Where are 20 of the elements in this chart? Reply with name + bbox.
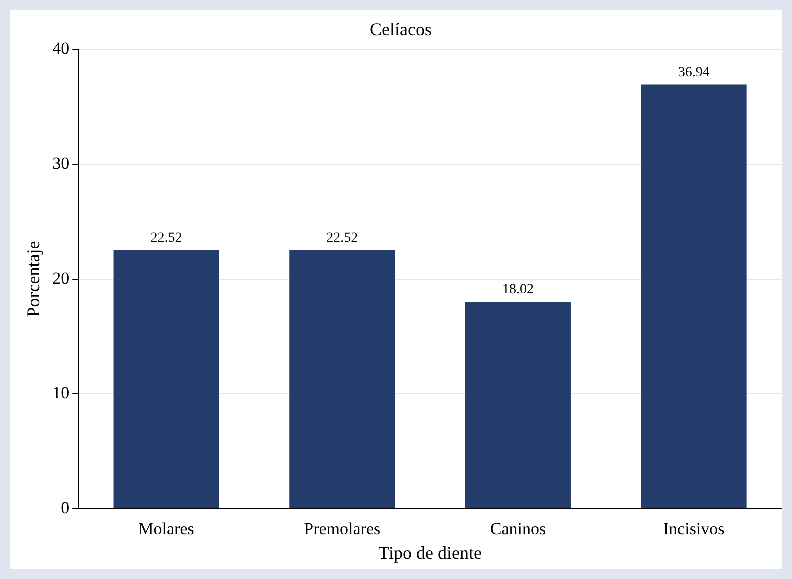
chart-title: Celíacos bbox=[370, 20, 432, 40]
x-axis-title: Tipo de diente bbox=[378, 542, 482, 563]
y-tick-label: 30 bbox=[52, 154, 70, 173]
y-tick-label: 20 bbox=[52, 268, 70, 288]
x-tick-label: Premolares bbox=[304, 520, 381, 539]
y-axis-title: Porcentaje bbox=[24, 241, 44, 318]
bar bbox=[641, 84, 747, 508]
y-tick-label: 40 bbox=[52, 39, 70, 58]
bar bbox=[290, 250, 396, 508]
data-label: 22.52 bbox=[150, 231, 182, 246]
bar bbox=[114, 250, 220, 508]
x-tick-label: Incisivos bbox=[663, 520, 725, 539]
x-tick-label: Caninos bbox=[490, 520, 546, 539]
y-tick-label: 0 bbox=[61, 498, 70, 518]
bar bbox=[465, 302, 571, 508]
y-tick-label: 10 bbox=[52, 384, 70, 403]
x-tick-label: Molares bbox=[138, 520, 194, 539]
data-label: 36.94 bbox=[678, 65, 710, 80]
data-label: 18.02 bbox=[502, 282, 534, 298]
data-label: 22.52 bbox=[326, 231, 358, 246]
